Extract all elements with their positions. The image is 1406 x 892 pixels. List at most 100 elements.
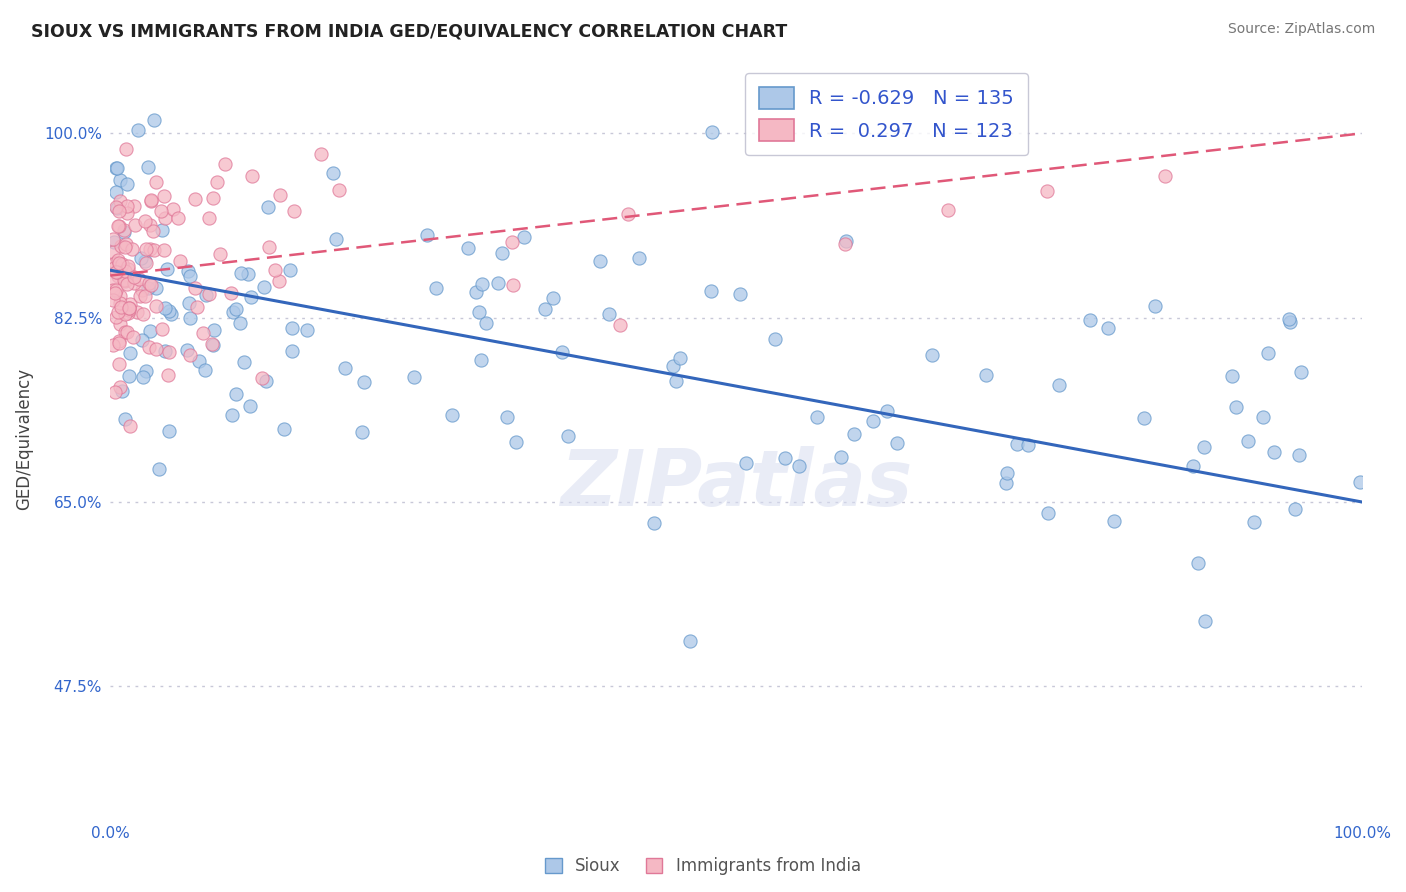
Point [229,316,252,330]
Point [110,296,132,310]
Point [131,283,153,297]
Point [281,343,304,358]
Point [280,263,302,277]
Point [108,379,131,393]
Point [239,290,262,304]
Point [876,404,898,418]
Point [533,301,555,316]
Point [257,240,280,254]
Point [425,281,447,295]
Point [921,348,943,362]
Point [111,384,134,399]
Point [202,323,225,337]
Point [114,325,136,339]
Point [107,334,129,348]
Point [470,353,492,368]
Point [108,336,131,351]
Point [129,251,152,265]
Point [134,289,156,303]
Point [124,199,146,213]
Point [110,239,132,253]
Point [114,264,136,278]
Point [541,291,564,305]
Point [679,634,702,648]
Point [138,242,160,256]
Point [141,223,163,237]
Point [806,410,828,425]
Point [643,516,665,530]
Point [700,284,723,298]
Point [1225,400,1247,414]
Point [188,353,211,368]
Point [352,425,374,440]
Point [256,200,278,214]
Point [835,234,858,248]
Point [1133,411,1156,425]
Point [115,273,138,287]
Point [117,259,139,273]
Point [1036,506,1059,520]
Point [1220,369,1243,384]
Point [194,363,217,377]
Point [551,345,574,359]
Point [105,310,128,325]
Point [1154,169,1177,183]
Point [830,450,852,464]
Point [112,268,135,282]
Point [239,399,262,413]
Point [665,374,688,388]
Point [115,142,138,156]
Text: ZIPatlas: ZIPatlas [560,446,912,523]
Point [441,408,464,422]
Point [512,230,534,244]
Point [201,191,224,205]
Point [1102,514,1125,528]
Point [886,436,908,450]
Point [167,211,190,226]
Point [105,201,128,215]
Point [221,408,243,422]
Point [118,346,141,360]
Point [103,232,125,246]
Point [176,343,198,357]
Point [153,244,176,258]
Point [267,274,290,288]
Point [208,247,231,261]
Point [104,283,127,297]
Point [728,287,751,301]
Point [110,300,132,314]
Point [159,307,181,321]
Point [157,345,180,359]
Point [179,310,201,325]
Point [225,386,247,401]
Point [112,223,135,237]
Point [104,285,127,300]
Point [283,204,305,219]
Point [143,243,166,257]
Point [240,169,263,183]
Point [107,268,129,283]
Point [155,301,177,316]
Point [100,274,122,288]
Point [205,175,228,189]
Point [150,223,173,237]
Point [862,414,884,428]
Point [475,316,498,330]
Point [148,462,170,476]
Point [108,194,131,209]
Point [557,428,579,442]
Point [134,254,156,268]
Point [491,245,513,260]
Point [124,270,146,285]
Point [1291,365,1313,379]
Point [1253,409,1275,424]
Point [134,214,156,228]
Point [184,192,207,206]
Point [138,277,160,291]
Point [734,456,756,470]
Point [117,303,139,318]
Point [108,173,131,187]
Point [1237,434,1260,448]
Point [117,262,139,277]
Point [501,235,523,249]
